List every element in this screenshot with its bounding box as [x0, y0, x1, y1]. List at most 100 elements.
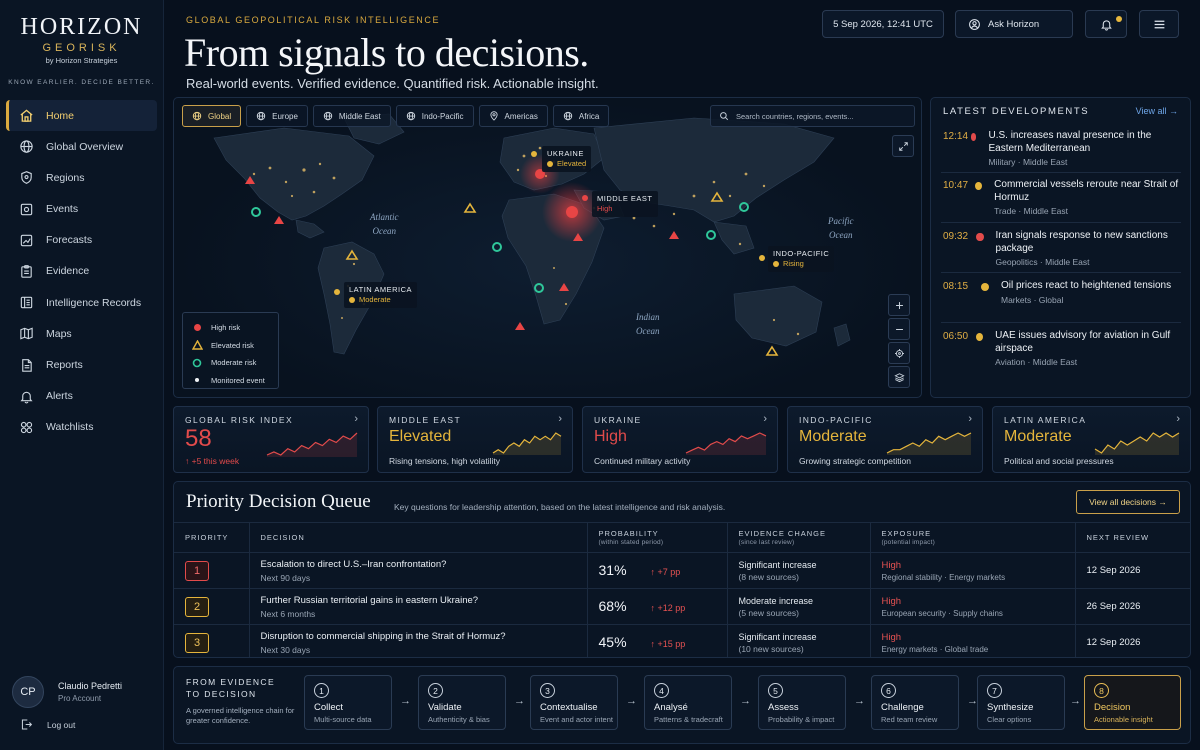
- ask-horizon-button[interactable]: Ask Horizon: [955, 10, 1073, 38]
- chain-step-contextualise[interactable]: 3 Contextualise Event and actor intent: [530, 675, 618, 730]
- tab-global[interactable]: Global: [182, 105, 242, 127]
- map-search-input[interactable]: [736, 111, 906, 121]
- callout-latin-america[interactable]: LATIN AMERICA Moderate: [344, 282, 418, 308]
- card-description: ↑ +5 this week: [185, 456, 240, 466]
- sidebar-item-alerts[interactable]: Alerts: [6, 381, 157, 412]
- divider: [941, 322, 1181, 323]
- arrow-right-icon: →: [400, 695, 411, 707]
- table-row[interactable]: 2 Further Russian territorial gains in e…: [174, 588, 1190, 625]
- arrow-right-icon: →: [967, 695, 978, 707]
- sidebar-item-global-overview[interactable]: Global Overview: [6, 131, 157, 162]
- card-label: GLOBAL RISK INDEX: [185, 415, 294, 425]
- development-item[interactable]: 12:14 U.S. increases naval presence in t…: [943, 130, 1183, 167]
- chain-step-decision[interactable]: 8 Decision Actionable insight: [1084, 675, 1181, 730]
- records-icon: [18, 295, 34, 311]
- risk-card-latin-america[interactable]: LATIN AMERICA › Moderate Political and s…: [992, 406, 1191, 473]
- sidebar-item-intelligence-records[interactable]: Intelligence Records: [6, 287, 157, 318]
- sidebar-item-events[interactable]: Events: [6, 194, 157, 225]
- tab-africa[interactable]: Africa: [552, 105, 610, 127]
- zoom-out-button[interactable]: [888, 318, 910, 340]
- view-all-link[interactable]: View all →: [1135, 106, 1178, 116]
- sidebar-item-regions[interactable]: Regions: [6, 162, 157, 193]
- sparkline-area: [887, 433, 971, 455]
- logout-button[interactable]: Log out: [20, 718, 75, 731]
- fullscreen-button[interactable]: [892, 135, 914, 157]
- callout-ukraine[interactable]: UKRAINE Elevated: [542, 146, 592, 172]
- table-row[interactable]: 1 Escalation to direct U.S.–Iran confron…: [174, 552, 1190, 589]
- chain-subtitle: A governed intelligence chain for greate…: [186, 706, 295, 725]
- chain-step-validate[interactable]: 2 Validate Authenticity & bias: [418, 675, 506, 730]
- chain-step-challenge[interactable]: 6 Challenge Red team review: [871, 675, 959, 730]
- development-item[interactable]: 06:50 UAE issues advisory for aviation i…: [943, 330, 1183, 367]
- sidebar-item-home[interactable]: Home: [6, 100, 157, 131]
- evidence-change: Moderate increase: [738, 595, 814, 606]
- development-meta: Aviation · Middle East: [995, 357, 1078, 367]
- development-item[interactable]: 08:15 Oil prices react to heightened ten…: [943, 280, 1183, 305]
- tab-label: Europe: [272, 111, 298, 121]
- table-row[interactable]: 3 Disruption to commercial shipping in t…: [174, 624, 1190, 657]
- minus-icon: [895, 328, 903, 330]
- menu-button[interactable]: [1139, 10, 1179, 38]
- callout-title: INDO-PACIFIC: [773, 249, 830, 258]
- tab-indo-pacific[interactable]: Indo-Pacific: [395, 105, 474, 127]
- sidebar-item-maps[interactable]: Maps: [6, 318, 157, 349]
- world-risk-map[interactable]: Global Europe Middle East Indo-Pacific A…: [173, 97, 922, 398]
- chevron-right-icon: ›: [354, 413, 358, 425]
- chain-step-collect[interactable]: 1 Collect Multi-source data: [304, 675, 392, 730]
- chain-step-analyse[interactable]: 4 Analysé Patterns & tradecraft: [644, 675, 732, 730]
- card-description: Rising tensions, high volatility: [389, 456, 501, 466]
- development-time: 06:50: [943, 331, 969, 342]
- step-number: 7: [987, 683, 1002, 698]
- decision-period: Next 6 months: [260, 608, 316, 619]
- step-title: Assess: [768, 702, 799, 713]
- step-title: Validate: [428, 702, 462, 713]
- chevron-right-icon: ›: [1176, 413, 1180, 425]
- grid-icon: [18, 419, 34, 435]
- sparkline-line: [1094, 432, 1180, 454]
- sidebar-item-forecasts[interactable]: Forecasts: [6, 225, 157, 256]
- status-dot: [773, 261, 779, 267]
- step-subtitle: Clear options: [987, 715, 1032, 724]
- tab-middle-east[interactable]: Middle East: [312, 105, 391, 127]
- view-all-decisions-button[interactable]: View all decisions →: [1076, 490, 1180, 514]
- callout-indo-pacific[interactable]: INDO-PACIFIC Rising: [768, 246, 835, 272]
- step-title: Synthesize: [987, 702, 1034, 713]
- development-item[interactable]: 09:32 Iran signals response to new sanct…: [943, 230, 1183, 267]
- callout-value: Elevated: [557, 159, 587, 168]
- chain-title: FROM EVIDENCE TO DECISION: [186, 677, 276, 699]
- map-legend: High risk Elevated risk Moderate risk Mo…: [182, 312, 279, 389]
- high-risk-dot-icon: [193, 324, 201, 332]
- exposure-level: High: [881, 631, 902, 643]
- sparkline-line: [886, 432, 972, 454]
- tab-label: Africa: [578, 111, 600, 121]
- tab-americas[interactable]: Americas: [478, 105, 548, 127]
- chain-step-assess[interactable]: 5 Assess Probability & impact: [758, 675, 846, 730]
- zoom-in-button[interactable]: [888, 294, 910, 316]
- notifications-button[interactable]: [1085, 10, 1127, 38]
- brand-logo[interactable]: HORIZON GEORISK by Horizon Strategies KN…: [0, 0, 163, 86]
- tab-europe[interactable]: Europe: [246, 105, 308, 127]
- risk-card-global-index[interactable]: GLOBAL RISK INDEX › 58 ↑ +5 this week: [173, 406, 369, 473]
- next-review-date: 26 Sep 2026: [1086, 601, 1141, 612]
- sidebar-item-evidence[interactable]: Evidence: [6, 256, 157, 287]
- user-profile[interactable]: CP Claudio Pedretti Pro Account: [12, 676, 122, 708]
- decision-table: PRIORITY DECISION PROBABILITY (within sta…: [174, 522, 1190, 657]
- locate-button[interactable]: [888, 342, 910, 364]
- step-title: Challenge: [881, 702, 924, 713]
- risk-card-middle-east[interactable]: MIDDLE EAST › Elevated Rising tensions, …: [377, 406, 573, 473]
- sidebar-item-reports[interactable]: Reports: [6, 350, 157, 381]
- risk-card-indo-pacific[interactable]: INDO-PACIFIC › Moderate Growing strategi…: [787, 406, 983, 473]
- monitored-dot-icon: [195, 378, 199, 383]
- next-review-date: 12 Sep 2026: [1086, 637, 1141, 648]
- risk-card-ukraine[interactable]: UKRAINE › High Continued military activi…: [582, 406, 778, 473]
- map-search[interactable]: [710, 105, 915, 127]
- legend-label: High risk: [211, 323, 241, 333]
- arrow-right-icon: →: [1070, 695, 1081, 707]
- chain-step-synthesize[interactable]: 7 Synthesize Clear options: [977, 675, 1065, 730]
- development-item[interactable]: 10:47 Commercial vessels reroute near St…: [943, 179, 1183, 216]
- probability-value: 45%: [598, 633, 627, 650]
- sidebar-item-watchlists[interactable]: Watchlists: [6, 412, 157, 443]
- callout-middle-east[interactable]: MIDDLE EAST High: [592, 191, 658, 217]
- sidebar-item-label: Maps: [46, 327, 72, 340]
- layers-button[interactable]: [888, 366, 910, 388]
